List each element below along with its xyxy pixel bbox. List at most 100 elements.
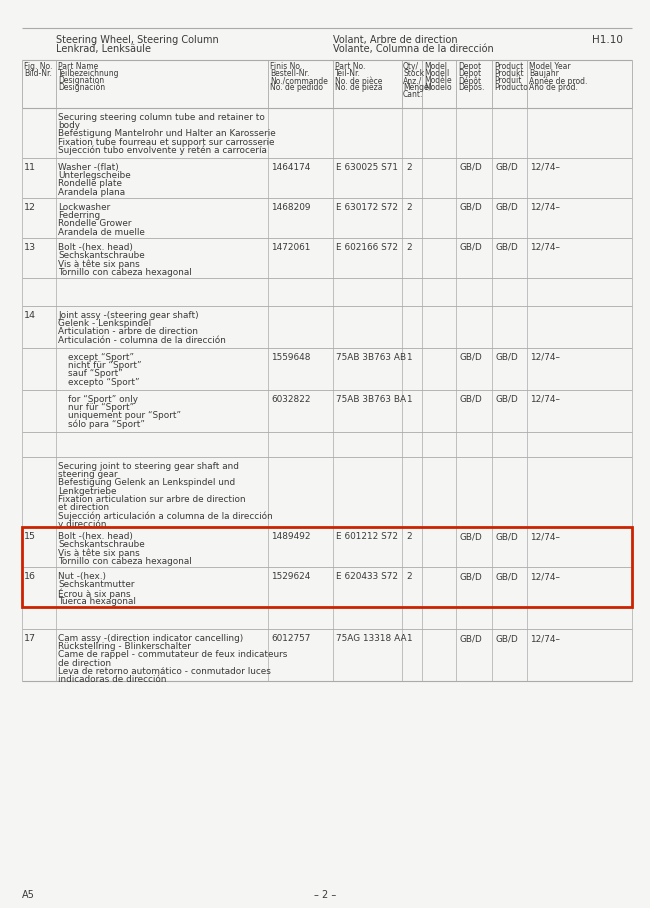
Text: Année de prod.: Année de prod. (529, 76, 588, 85)
Text: Volante, Columna de la dirección: Volante, Columna de la dirección (333, 44, 494, 54)
Text: 12: 12 (24, 203, 36, 212)
Text: de direction: de direction (58, 658, 111, 667)
Text: Bolt -(hex. head): Bolt -(hex. head) (58, 243, 133, 252)
Text: excepto “Sport”: excepto “Sport” (68, 378, 140, 387)
Text: Lenkgetriebe: Lenkgetriebe (58, 487, 116, 496)
Text: Securing steering column tube and retainer to: Securing steering column tube and retain… (58, 113, 265, 122)
Text: No./commande: No./commande (270, 76, 328, 85)
Text: 6012757: 6012757 (271, 634, 311, 643)
Text: Fixation articulation sur arbre de direction: Fixation articulation sur arbre de direc… (58, 495, 246, 504)
Text: GB/D: GB/D (495, 532, 518, 541)
Text: Modèle: Modèle (424, 76, 452, 85)
Text: Dépôt: Dépôt (458, 76, 481, 85)
Text: E 620433 S72: E 620433 S72 (336, 572, 398, 581)
Text: Steering Wheel, Steering Column: Steering Wheel, Steering Column (56, 35, 219, 45)
Text: 75AB 3B763 BA: 75AB 3B763 BA (336, 395, 406, 404)
Text: GB/D: GB/D (495, 572, 518, 581)
Text: 1529624: 1529624 (271, 572, 311, 581)
Text: 1489492: 1489492 (271, 532, 311, 541)
Text: No. de pieza: No. de pieza (335, 83, 382, 92)
Text: sólo para “Sport”: sólo para “Sport” (68, 419, 145, 429)
Text: Unterlegscheibe: Unterlegscheibe (58, 172, 131, 180)
Text: GB/D: GB/D (459, 353, 482, 362)
Text: Volant, Arbre de direction: Volant, Arbre de direction (333, 35, 458, 45)
Text: 2: 2 (406, 163, 411, 172)
Text: et direction: et direction (58, 503, 109, 512)
Text: GB/D: GB/D (459, 532, 482, 541)
Text: Sujección articulación a columna de la dirección: Sujección articulación a columna de la d… (58, 511, 273, 520)
Text: Rückstellring - Blinkerschalter: Rückstellring - Blinkerschalter (58, 642, 191, 651)
Text: Fig. No.: Fig. No. (24, 62, 53, 71)
Text: Tornillo con cabeza hexagonal: Tornillo con cabeza hexagonal (58, 268, 192, 277)
Text: 1: 1 (406, 634, 411, 643)
Text: Bolt -(hex. head): Bolt -(hex. head) (58, 532, 133, 541)
Text: Sujección tubo envolvente y retén a carrocería: Sujección tubo envolvente y retén a carr… (58, 146, 267, 155)
Text: indicadoras de dirección: indicadoras de dirección (58, 675, 166, 684)
Text: GB/D: GB/D (459, 395, 482, 404)
Text: 6032822: 6032822 (271, 395, 311, 404)
Text: GB/D: GB/D (495, 353, 518, 362)
Text: Part No.: Part No. (335, 62, 365, 71)
Text: GB/D: GB/D (495, 203, 518, 212)
Text: Tuerca hexagonal: Tuerca hexagonal (58, 597, 136, 606)
Text: E 602166 S72: E 602166 S72 (336, 243, 398, 252)
Text: Articulación - columna de la dirección: Articulación - columna de la dirección (58, 336, 226, 345)
Text: E 630172 S72: E 630172 S72 (336, 203, 398, 212)
Text: 12/74–: 12/74– (530, 353, 560, 362)
Text: 17: 17 (24, 634, 36, 643)
Text: Cam assy -(direction indicator cancelling): Cam assy -(direction indicator cancellin… (58, 634, 243, 643)
Text: 12/74–: 12/74– (530, 572, 560, 581)
Text: Joint assy -(steering gear shaft): Joint assy -(steering gear shaft) (58, 311, 199, 320)
Text: GB/D: GB/D (459, 203, 482, 212)
Text: Vis à tête six pans: Vis à tête six pans (58, 260, 140, 269)
Text: GB/D: GB/D (459, 572, 482, 581)
Text: Lenkrad, Lenksäule: Lenkrad, Lenksäule (56, 44, 151, 54)
Text: Gelenk - Lenkspindel: Gelenk - Lenkspindel (58, 320, 151, 328)
Text: nicht für “Sport”: nicht für “Sport” (68, 361, 142, 370)
Text: 1468209: 1468209 (271, 203, 311, 212)
Text: Part Name: Part Name (58, 62, 98, 71)
Text: Finis No.: Finis No. (270, 62, 302, 71)
Text: Teilbezeichnung: Teilbezeichnung (58, 69, 120, 78)
Text: 12/74–: 12/74– (530, 163, 560, 172)
Text: E 630025 S71: E 630025 S71 (336, 163, 398, 172)
Text: Rondelle plate: Rondelle plate (58, 180, 122, 188)
Text: 12/74–: 12/74– (530, 634, 560, 643)
Text: Bild-Nr.: Bild-Nr. (24, 69, 52, 78)
Text: GB/D: GB/D (495, 243, 518, 252)
Text: 12/74–: 12/74– (530, 395, 560, 404)
Bar (22, 527, 632, 607)
Text: 12/74–: 12/74– (530, 532, 560, 541)
Text: H1.10: H1.10 (592, 35, 623, 45)
Text: 13: 13 (24, 243, 36, 252)
Text: – 2 –: – 2 – (314, 890, 336, 900)
Text: Écrou à six pans: Écrou à six pans (58, 588, 131, 599)
Text: No. de pedido: No. de pedido (270, 83, 323, 92)
Text: Came de rappel - commutateur de feux indicateurs: Came de rappel - commutateur de feux ind… (58, 650, 287, 659)
Text: nur für “Sport”: nur für “Sport” (68, 403, 134, 412)
Text: Model: Model (424, 62, 447, 71)
Text: 16: 16 (24, 572, 36, 581)
Text: steering gear: steering gear (58, 470, 118, 479)
Text: 12/74–: 12/74– (530, 243, 560, 252)
Text: GB/D: GB/D (495, 634, 518, 643)
Text: Leva de retorno automático - conmutador luces: Leva de retorno automático - conmutador … (58, 666, 271, 676)
Text: 15: 15 (24, 532, 36, 541)
Text: Fixation tube fourreau et support sur carrosserie: Fixation tube fourreau et support sur ca… (58, 138, 274, 146)
Text: 2: 2 (406, 243, 411, 252)
Text: 1472061: 1472061 (271, 243, 311, 252)
Text: 12/74–: 12/74– (530, 203, 560, 212)
Text: Sechskantschraube: Sechskantschraube (58, 540, 145, 549)
Text: uniquement pour “Sport”: uniquement pour “Sport” (68, 411, 181, 420)
Text: except “Sport”: except “Sport” (68, 353, 134, 362)
Text: Washer -(flat): Washer -(flat) (58, 163, 119, 172)
Text: Produkt: Produkt (494, 69, 524, 78)
Text: Articulation - arbre de direction: Articulation - arbre de direction (58, 328, 198, 336)
Text: Teil-Nr.: Teil-Nr. (335, 69, 361, 78)
Text: Stock: Stock (403, 69, 424, 78)
Text: 1559648: 1559648 (271, 353, 311, 362)
Text: Modelo: Modelo (424, 83, 452, 92)
Text: Baujahr: Baujahr (529, 69, 559, 78)
Text: 11: 11 (24, 163, 36, 172)
Text: Befestigung Mantelrohr und Halter an Karosserie: Befestigung Mantelrohr und Halter an Kar… (58, 130, 276, 138)
